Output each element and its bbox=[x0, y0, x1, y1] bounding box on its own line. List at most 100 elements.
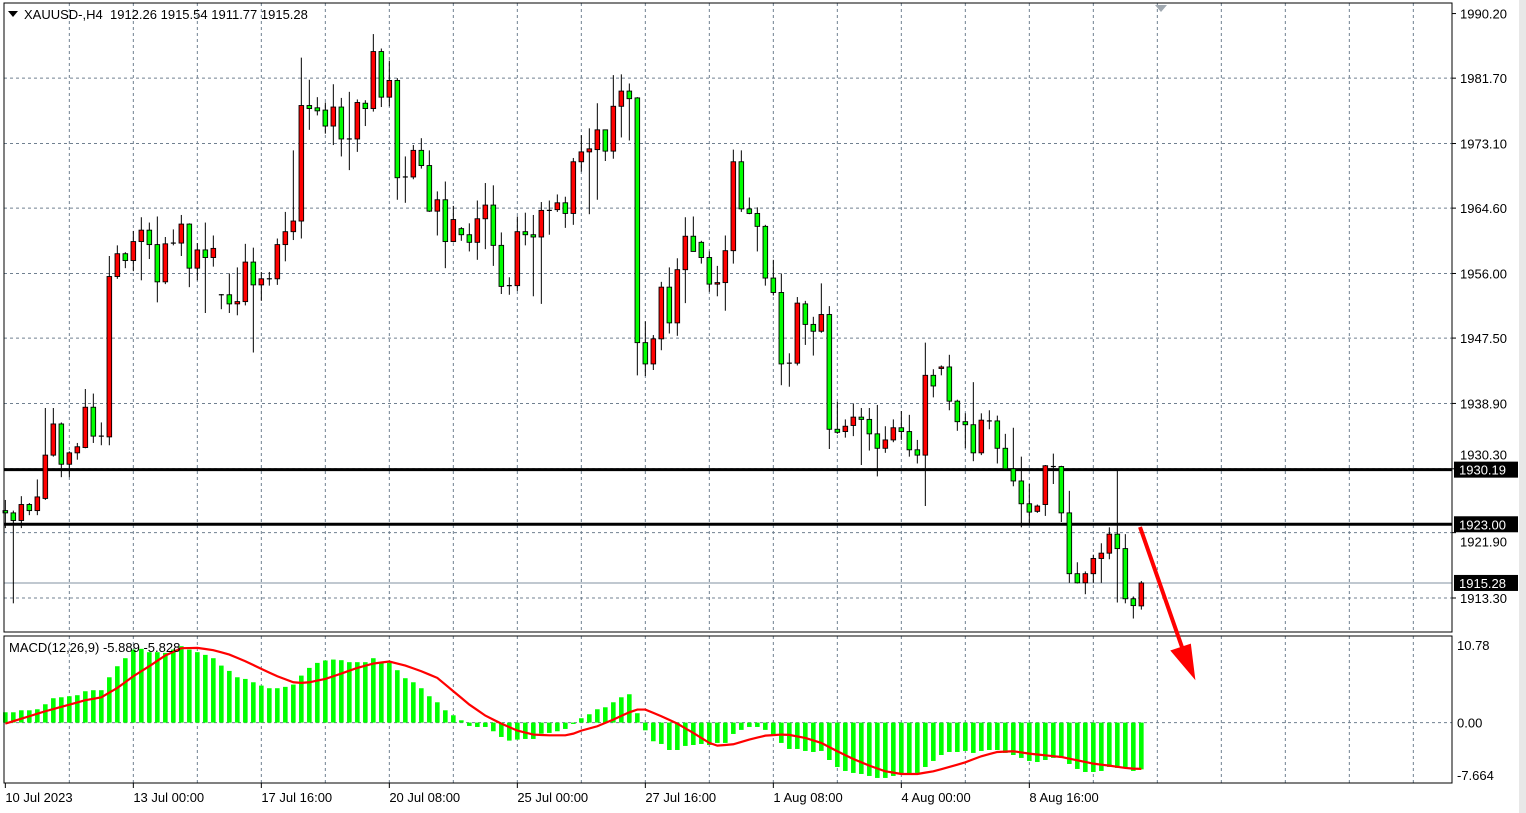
candle-body bbox=[770, 277, 777, 293]
macd-histogram-bar bbox=[723, 722, 728, 743]
candle bbox=[906, 414, 913, 457]
candle bbox=[402, 156, 408, 203]
arrow-head-icon[interactable] bbox=[1170, 643, 1196, 681]
candle-body bbox=[874, 433, 881, 449]
macd-histogram-bar bbox=[403, 678, 408, 723]
down-arrow-annotation[interactable] bbox=[1138, 526, 1196, 681]
macd-panel-border bbox=[3, 635, 1453, 784]
candle-body bbox=[426, 165, 433, 212]
macd-histogram-bar bbox=[155, 652, 160, 723]
candle-body bbox=[490, 204, 497, 246]
candle bbox=[754, 207, 761, 252]
candle bbox=[218, 294, 224, 310]
candle-body bbox=[674, 269, 681, 324]
candle-body bbox=[866, 418, 873, 435]
macd-histogram-bar bbox=[147, 652, 152, 723]
candle bbox=[1074, 562, 1081, 584]
candle bbox=[146, 222, 153, 260]
candle bbox=[602, 129, 609, 161]
candle bbox=[90, 393, 97, 443]
macd-histogram-bar bbox=[755, 722, 760, 727]
right-edge bbox=[1519, 0, 1526, 813]
candle bbox=[802, 300, 809, 345]
chart-shift-marker-icon[interactable] bbox=[1155, 5, 1167, 12]
candle-body bbox=[922, 374, 929, 456]
candle bbox=[226, 273, 233, 313]
macd-histogram-bar bbox=[427, 696, 432, 723]
candle bbox=[626, 83, 633, 141]
macd-histogram-bar bbox=[363, 662, 368, 723]
macd-histogram-bar bbox=[347, 662, 352, 723]
macd-histogram-bar bbox=[899, 722, 904, 774]
candle-body bbox=[378, 51, 385, 98]
candle bbox=[418, 138, 425, 169]
macd-histogram-bar bbox=[563, 722, 568, 729]
price-tick-label: 1930.30 bbox=[1460, 448, 1507, 463]
candle bbox=[962, 413, 969, 449]
candle-body bbox=[330, 106, 337, 127]
candle bbox=[858, 408, 865, 465]
price-level-tag bbox=[1454, 516, 1518, 533]
arrow-shaft[interactable] bbox=[1138, 526, 1185, 651]
macd-histogram-bar bbox=[859, 722, 864, 774]
candle-body bbox=[978, 419, 985, 454]
candle bbox=[810, 316, 817, 356]
candle-body bbox=[282, 231, 289, 246]
candle bbox=[330, 84, 337, 146]
macd-histogram-bar bbox=[227, 670, 232, 723]
candle bbox=[770, 259, 777, 296]
chart-frame bbox=[3, 0, 1526, 813]
candle-body bbox=[394, 79, 401, 179]
candle-body bbox=[1058, 466, 1065, 514]
macd-histogram-bar bbox=[195, 652, 200, 723]
candle-body bbox=[962, 421, 969, 426]
candle bbox=[970, 382, 977, 462]
candle-body bbox=[1098, 552, 1105, 559]
candle-body bbox=[10, 512, 17, 521]
candle bbox=[122, 252, 129, 269]
price-tick-label: 1981.70 bbox=[1460, 71, 1507, 86]
macd-histogram-bar bbox=[939, 722, 944, 755]
macd-tick-label: 0.00 bbox=[1457, 716, 1482, 731]
open-value: 1912.26 bbox=[109, 7, 157, 22]
candle-body bbox=[610, 105, 617, 152]
candle bbox=[794, 297, 801, 366]
candle bbox=[826, 306, 833, 450]
candle bbox=[482, 183, 489, 250]
macd-histogram-bar bbox=[483, 722, 488, 727]
macd-histogram-bar bbox=[867, 722, 872, 776]
macd-histogram-bar bbox=[1019, 722, 1024, 758]
candle bbox=[818, 283, 825, 333]
candle-body bbox=[1026, 503, 1033, 513]
candle-body bbox=[162, 243, 169, 283]
macd-histogram-bar bbox=[547, 722, 552, 733]
macd-main-value: -5.889 bbox=[102, 640, 140, 655]
macd-histogram-bar bbox=[67, 696, 72, 723]
candle-body bbox=[322, 109, 329, 127]
candle bbox=[1034, 504, 1041, 513]
candle-body bbox=[706, 257, 713, 285]
macd-histogram-bar bbox=[1099, 722, 1104, 771]
candle-body bbox=[130, 241, 137, 262]
candle-body bbox=[1138, 582, 1145, 607]
macd-histogram-bar bbox=[579, 718, 584, 723]
candle bbox=[154, 216, 161, 303]
candle bbox=[162, 237, 169, 285]
macd-histogram-bar bbox=[931, 722, 936, 761]
candle bbox=[82, 389, 89, 449]
candle bbox=[1130, 596, 1137, 619]
candle-body bbox=[442, 199, 449, 243]
grid bbox=[4, 3, 1452, 783]
candle bbox=[722, 235, 729, 311]
axes: 1990.20 1981.70 1973.10 1964.60 1956.00 1947.… bbox=[4, 7, 1518, 805]
horizontal-levels[interactable] bbox=[4, 468, 1452, 584]
collapse-triangle-icon[interactable] bbox=[8, 11, 18, 17]
macd-histogram-bar bbox=[11, 712, 16, 723]
macd-histogram-bar bbox=[451, 715, 456, 723]
candle-body bbox=[338, 106, 345, 140]
candle-body bbox=[58, 423, 65, 465]
candle-body bbox=[1082, 573, 1089, 584]
candle bbox=[1122, 534, 1129, 604]
candle-body bbox=[362, 102, 369, 110]
